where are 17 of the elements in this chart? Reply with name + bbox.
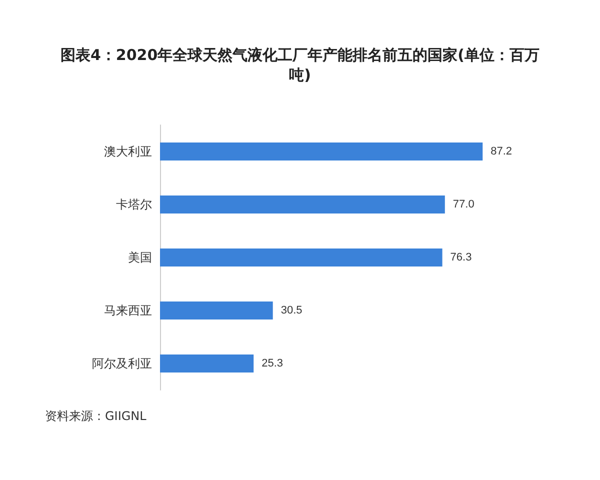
bar bbox=[160, 196, 445, 214]
bar bbox=[160, 302, 273, 320]
y-tick-label: 马来西亚 bbox=[104, 304, 152, 318]
y-tick-label: 卡塔尔 bbox=[116, 198, 152, 212]
bar bbox=[160, 142, 483, 160]
bar bbox=[160, 248, 442, 266]
text: 资料来源：GIIGNL bbox=[45, 409, 147, 423]
data-label: 87.2 bbox=[490, 146, 512, 158]
y-tick-label: 澳大利亚 bbox=[104, 144, 152, 158]
bar bbox=[160, 354, 254, 372]
data-label: 30.5 bbox=[280, 304, 302, 316]
y-tick-label: 美国 bbox=[128, 250, 152, 264]
data-label: 25.3 bbox=[262, 358, 284, 370]
data-label: 77.0 bbox=[452, 198, 474, 210]
y-tick-label: 阿尔及利亚 bbox=[92, 356, 152, 370]
data-label: 76.3 bbox=[450, 252, 472, 264]
chart-title: 图表4：2020年全球天然气液化工厂年产能排名前五的国家(单位：百万吨) bbox=[60, 46, 540, 84]
